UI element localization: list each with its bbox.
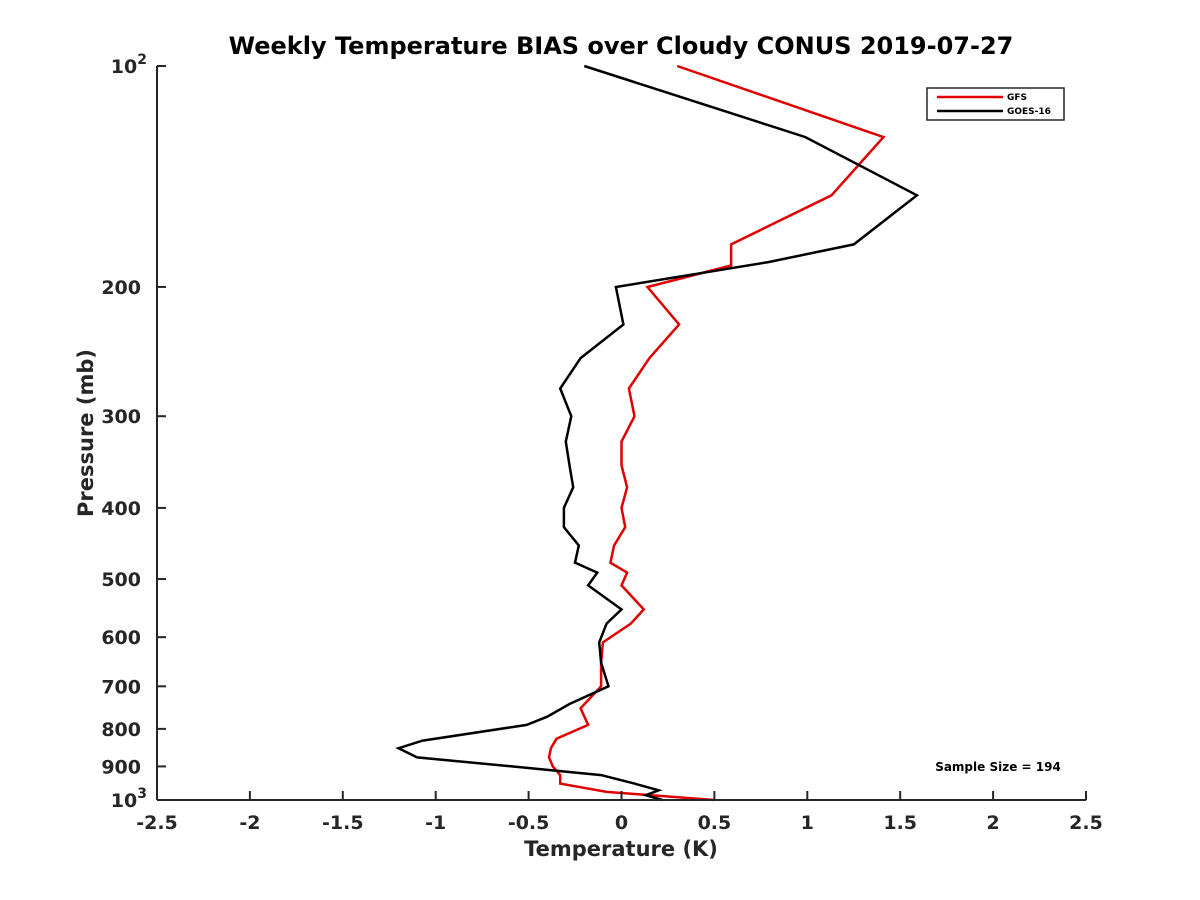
chart-title: Weekly Temperature BIAS over Cloudy CONU… [229,32,1014,60]
y-tick-label: 700 [101,676,141,698]
x-tick-label: -2 [239,812,260,834]
y-tick-label-exponent: 2 [137,52,147,68]
sample-size-annotation: Sample Size = 194 [935,760,1061,774]
x-tick-label: 2 [986,812,999,834]
x-tick-label: -1 [425,812,446,834]
y-axis-label: Pressure (mb) [74,349,98,517]
y-tick-label: 400 [101,498,141,520]
x-tick-label: -1.5 [322,812,364,834]
x-tick-label: 2.5 [1069,812,1103,834]
series-line-gfs [547,64,886,802]
x-ticks: -2.5 -2 -1.5 -1 -0.5 0 0.5 1 1.5 2 2.5 [136,791,1103,834]
legend: GFS GOES-16 [926,87,1065,121]
y-tick-label: 103 [111,786,147,812]
y-tick-label: 800 [101,719,141,741]
y-tick-label: 600 [101,627,141,649]
y-tick-label: 500 [101,569,141,591]
y-tick-label: 200 [101,277,141,299]
x-tick-label: 0 [615,812,628,834]
x-tick-label: 1 [801,812,814,834]
y-tick-label-base: 10 [111,56,137,78]
x-tick-label: -0.5 [508,812,550,834]
x-tick-label: 1.5 [883,812,917,834]
y-tick-label-exponent: 3 [137,786,147,802]
series-layer [395,64,920,802]
legend-label-goes16: GOES-16 [1007,107,1051,117]
x-axis-label: Temperature (K) [524,837,718,861]
y-tick-label: 900 [101,756,141,778]
y-tick-label-base: 10 [111,790,137,812]
legend-box [926,87,1065,121]
x-tick-label: 0.5 [698,812,732,834]
x-tick-label: -2.5 [136,812,178,834]
series-line-goes16 [395,64,920,802]
legend-label-gfs: GFS [1007,93,1027,103]
y-tick-label: 102 [111,52,147,78]
y-tick-label: 300 [101,406,141,428]
